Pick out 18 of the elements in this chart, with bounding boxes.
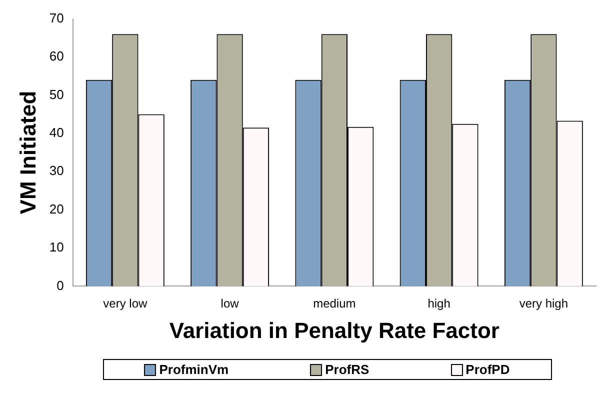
x-tick-label: high (428, 296, 450, 311)
legend-label: ProfRS (325, 362, 370, 377)
legend-label: ProfminVm (159, 362, 229, 377)
x-tick-label: low (220, 296, 240, 311)
x-tick-label: medium (313, 296, 356, 311)
y-tick-label: 40 (49, 124, 64, 140)
legend-label: ProfPD (466, 362, 510, 377)
x-axis-title: Variation in Penalty Rate Factor (169, 318, 500, 343)
x-tick-label: very high (519, 296, 568, 311)
y-tick-label: 70 (49, 10, 64, 26)
y-tick-label: 0 (56, 278, 64, 293)
y-tick-label: 10 (49, 240, 64, 255)
y-axis-title: VM Initiated (15, 90, 40, 214)
y-tick-label: 20 (49, 201, 64, 216)
x-tick-label: very low (103, 296, 148, 311)
y-tick-label: 30 (49, 163, 64, 178)
y-tick-label: 50 (49, 86, 64, 102)
y-tick-label: 60 (49, 48, 64, 64)
